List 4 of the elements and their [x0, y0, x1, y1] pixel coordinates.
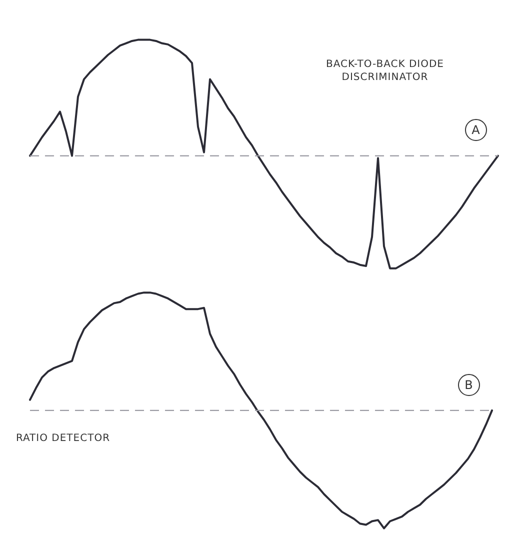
annotation: BACK-TO-BACK DIODE DISCRIMINATOR	[325, 58, 445, 84]
annotation: RATIO DETECTOR	[14, 432, 112, 445]
annotation: B	[458, 374, 480, 396]
annotation: A	[465, 119, 487, 141]
